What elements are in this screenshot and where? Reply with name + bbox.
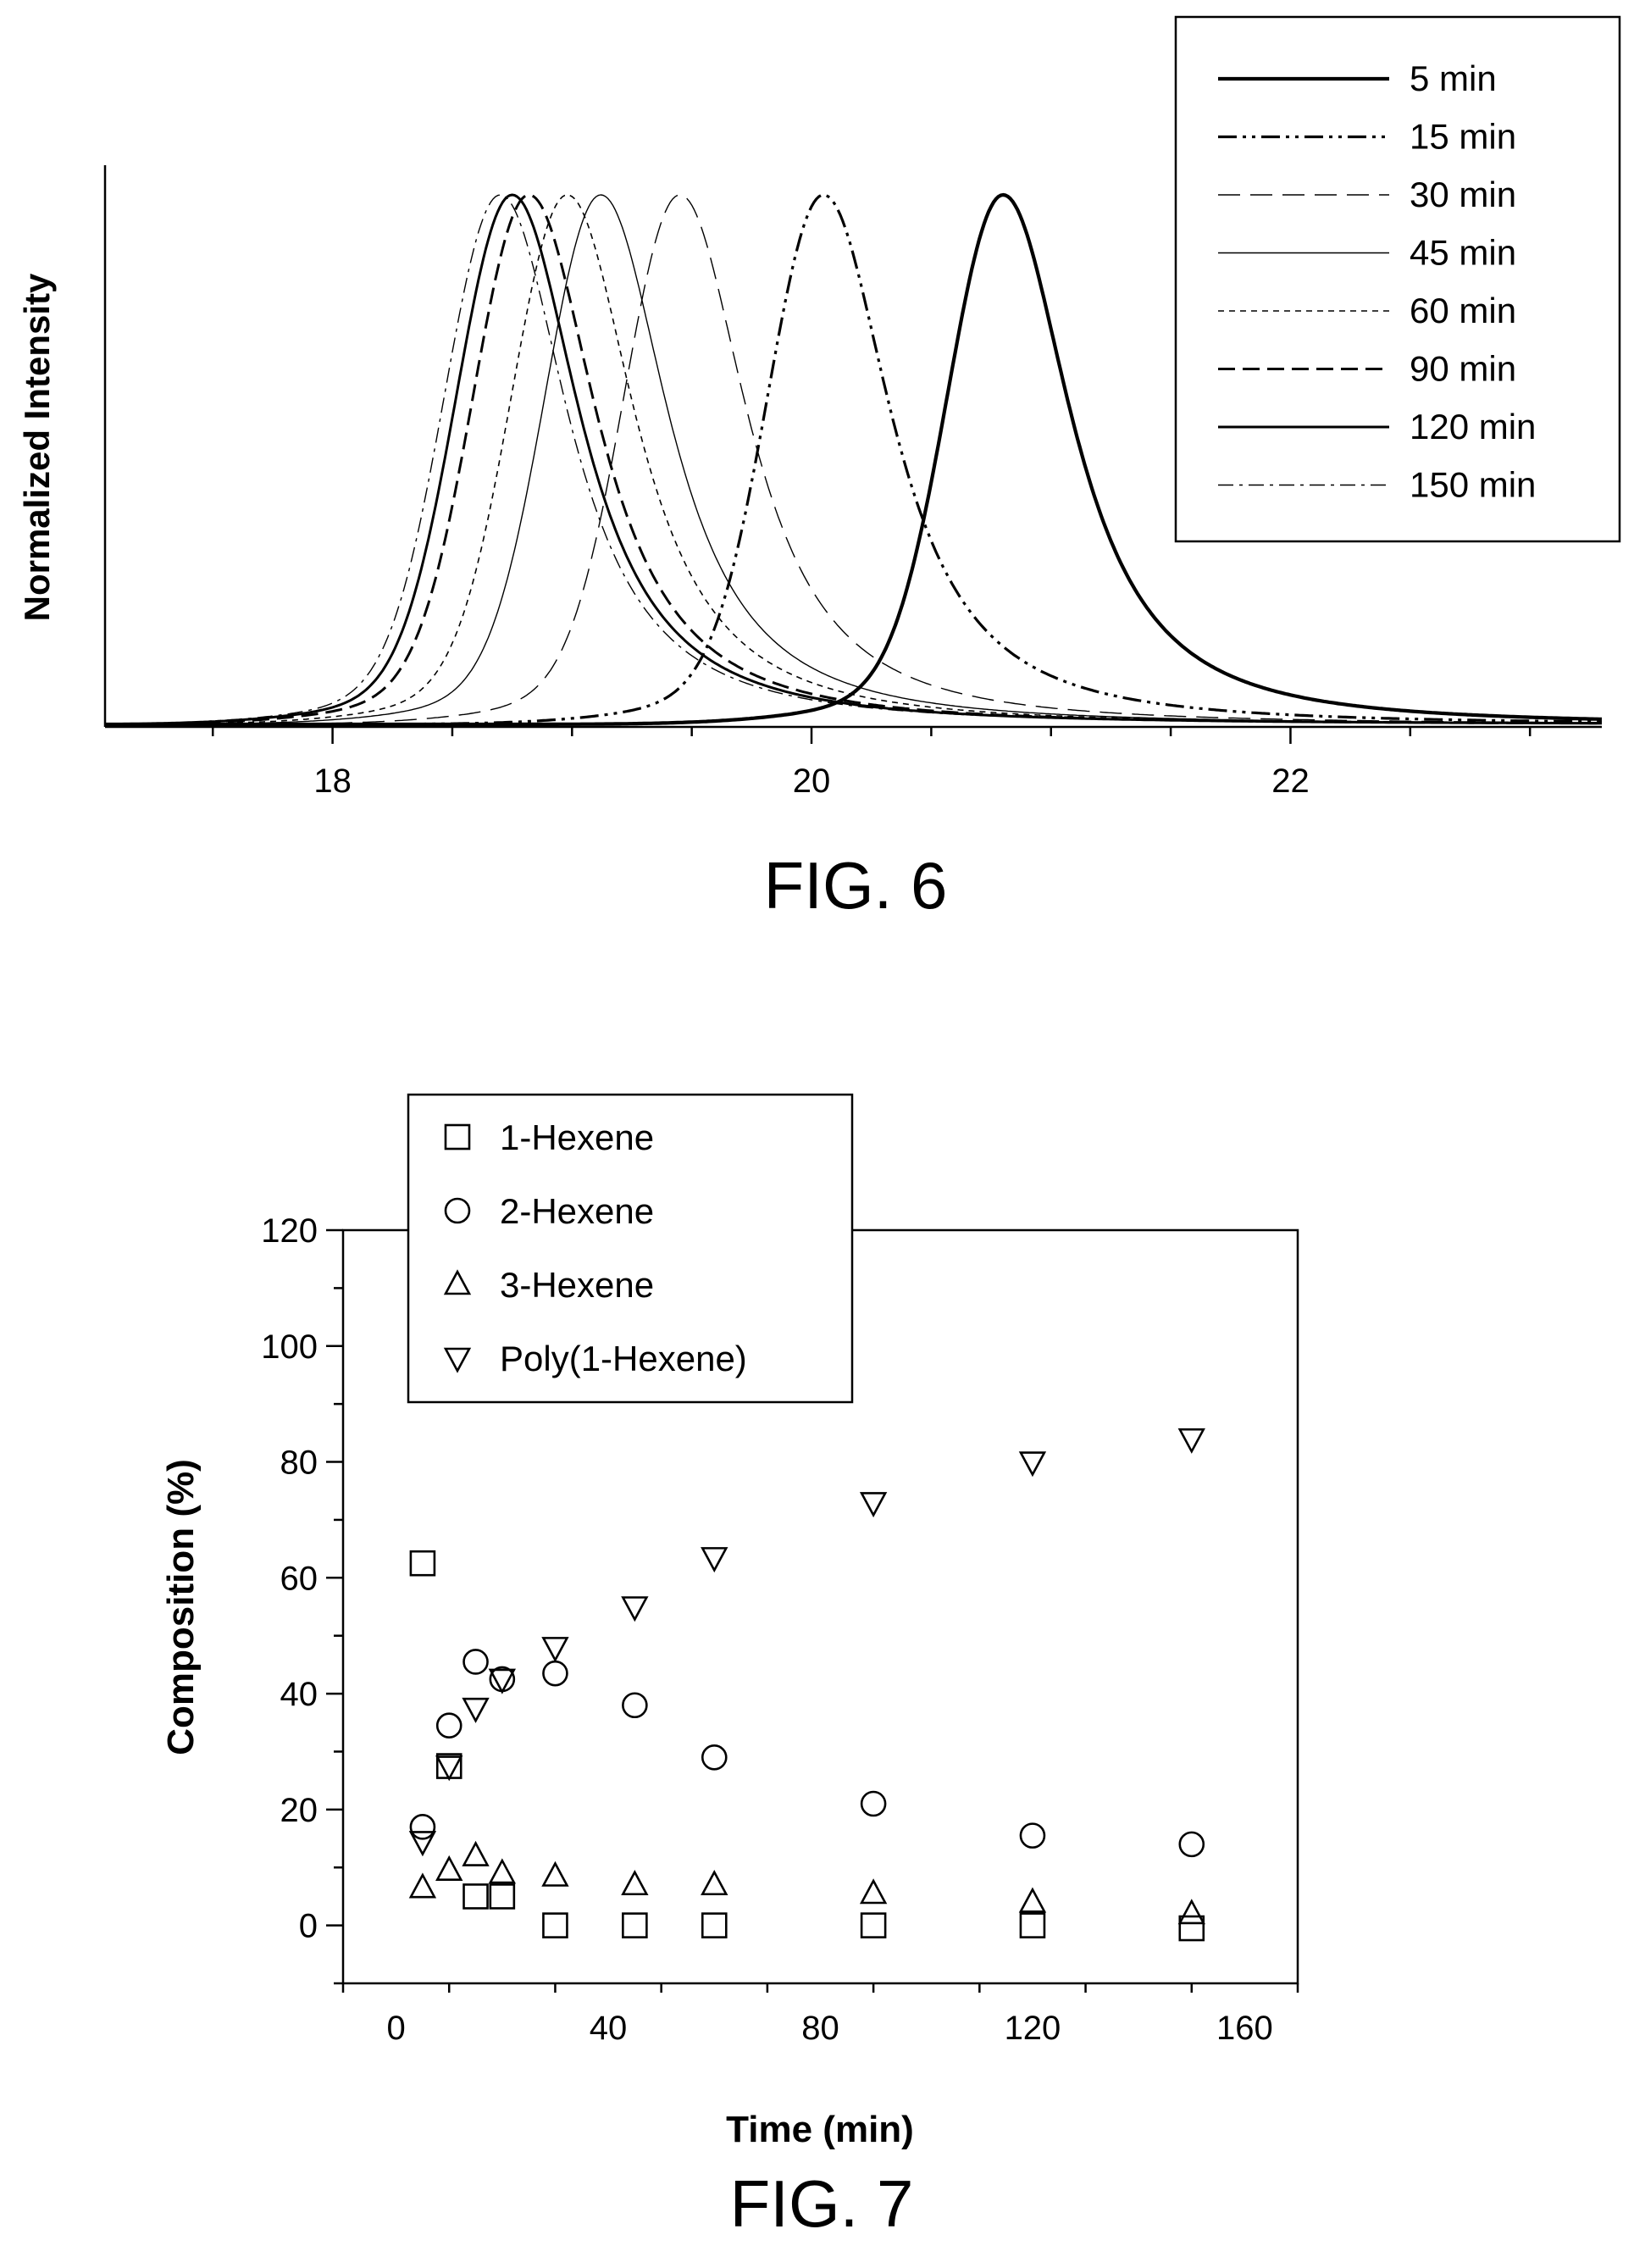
- fig7-point-poly-1-hexene: [621, 1596, 649, 1622]
- fig7-point-1-hexene: [1019, 1912, 1046, 1938]
- fig7-x-tick-label: 0: [386, 2010, 405, 2047]
- fig7-y-tick-label: 20: [280, 1792, 318, 1829]
- fig7-x-tick-label: 80: [801, 2010, 839, 2047]
- fig6-x-tick-label: 22: [1271, 762, 1310, 800]
- fig7-x-tick-label: 40: [590, 2010, 628, 2047]
- fig7-legend-marker-1-hexene: [444, 1123, 471, 1151]
- fig7-legend-label-1-hexene: 1-Hexene: [500, 1117, 654, 1157]
- fig6-curve-150-min: [105, 194, 1602, 725]
- fig7-x-tick-label: 120: [1005, 2010, 1061, 2047]
- fig7-point-1-hexene: [1178, 1915, 1205, 1942]
- fig7-point-1-hexene: [463, 1883, 489, 1910]
- fig7-point-2-hexene: [1019, 1822, 1046, 1849]
- fig6-legend-label-45-min: 45 min: [1410, 233, 1516, 273]
- fig7-x-tick-label: 160: [1216, 2010, 1273, 2047]
- fig7-legend-label-2-hexene: 2-Hexene: [500, 1191, 654, 1231]
- fig7-point-poly-1-hexene: [1018, 1451, 1047, 1478]
- fig7-y-tick-label: 40: [280, 1676, 318, 1713]
- fig7-chart: 0 20 40 60 80 100 120 0 40 80 120 160 Composition (…: [160, 1093, 1299, 2150]
- fig6-legend-box: [1174, 15, 1621, 543]
- fig7-point-3-hexene: [1177, 1899, 1205, 1925]
- fig7-point-3-hexene: [621, 1870, 649, 1896]
- fig7-point-2-hexene: [435, 1712, 463, 1738]
- fig7-point-1-hexene: [860, 1912, 887, 1938]
- fig7-points: [408, 1428, 1205, 1942]
- fig6-legend: 5 min 15 min 30 min 45 min 60 min 90 min 120 m…: [1218, 58, 1536, 505]
- fig6-legend-label-90-min: 90 min: [1410, 349, 1516, 389]
- fig6-legend-label-30-min: 30 min: [1410, 175, 1516, 214]
- fig7-ticks: 0 20 40 60 80 100 120 0 40 80 120 160: [261, 1212, 1299, 2047]
- fig7-legend-marker-poly-1-hexene: [443, 1347, 472, 1373]
- fig7-y-tick-label: 0: [299, 1908, 318, 1945]
- fig7-point-1-hexene: [701, 1912, 728, 1938]
- fig7-point-3-hexene: [462, 1840, 490, 1866]
- fig7-legend-marker-2-hexene: [444, 1197, 471, 1224]
- fig7-legend: 1-Hexene 2-Hexene 3-Hexene Poly(1-Hexene): [443, 1117, 747, 1378]
- fig7-point-1-hexene: [489, 1883, 516, 1910]
- fig7-point-2-hexene: [622, 1692, 648, 1719]
- fig7-point-2-hexene: [542, 1660, 568, 1687]
- fig6-legend-label-60-min: 60 min: [1410, 291, 1516, 330]
- fig7-point-poly-1-hexene: [488, 1668, 517, 1694]
- fig7-point-3-hexene: [408, 1872, 437, 1899]
- fig7-y-tick-label: 120: [261, 1212, 318, 1250]
- fig7-y-tick-label: 80: [280, 1445, 318, 1482]
- fig7-point-3-hexene: [1018, 1887, 1047, 1913]
- fig7-y-axis-label: Composition (%): [160, 1459, 202, 1755]
- fig6-x-tick-label: 18: [313, 762, 352, 800]
- fig7-point-3-hexene: [541, 1860, 569, 1887]
- fig6-curve-90-min: [104, 193, 1602, 726]
- fig6-legend-label-150-min: 150 min: [1410, 465, 1536, 505]
- fig7-point-1-hexene: [542, 1912, 568, 1938]
- fig7-legend-label-3-hexene: 3-Hexene: [500, 1265, 654, 1305]
- fig7-point-1-hexene: [622, 1912, 648, 1938]
- fig7-caption: FIG. 7: [730, 2166, 914, 2241]
- fig7-legend-marker-3-hexene: [443, 1269, 472, 1295]
- fig7-y-tick-label: 60: [280, 1560, 318, 1597]
- fig7-point-2-hexene: [701, 1744, 728, 1771]
- fig7-point-3-hexene: [701, 1870, 728, 1896]
- fig7-point-poly-1-hexene: [541, 1637, 569, 1663]
- fig7-point-3-hexene: [435, 1855, 463, 1881]
- fig7-legend-label-poly-1-hexene: Poly(1-Hexene): [500, 1339, 747, 1378]
- fig7-point-poly-1-hexene: [462, 1697, 490, 1723]
- fig6-legend-label-15-min: 15 min: [1410, 117, 1516, 157]
- fig7-x-axis-label: Time (min): [726, 2109, 914, 2150]
- fig6-x-tick-label: 20: [793, 762, 831, 800]
- fig7-point-2-hexene: [409, 1814, 436, 1840]
- fig7-point-2-hexene: [860, 1790, 887, 1817]
- fig6-curve-5-min: [105, 192, 1603, 727]
- fig7-point-poly-1-hexene: [408, 1831, 437, 1857]
- fig6-chart: 18 20 22 Normalized Intensity 5 min 15 min 3…: [17, 15, 1621, 800]
- fig6-legend-label-5-min: 5 min: [1410, 58, 1497, 98]
- fig6-curve-60-min: [105, 194, 1602, 725]
- fig7-point-2-hexene: [1178, 1831, 1205, 1858]
- fig7-point-3-hexene: [859, 1878, 888, 1905]
- fig6-x-ticks: 18 20 22: [211, 727, 1532, 800]
- fig7-point-poly-1-hexene: [1177, 1428, 1205, 1454]
- fig7-point-1-hexene: [409, 1550, 436, 1577]
- fig6-y-axis-label: Normalized Intensity: [17, 273, 57, 621]
- fig6-caption: FIG. 6: [764, 848, 948, 923]
- fig7-legend-box: [407, 1093, 854, 1404]
- fig7-point-poly-1-hexene: [859, 1492, 888, 1518]
- fig7-point-poly-1-hexene: [701, 1547, 728, 1573]
- fig7-point-3-hexene: [488, 1858, 517, 1884]
- fig6-curves: [104, 192, 1603, 727]
- fig6-curve-15-min: [105, 193, 1602, 726]
- fig7-point-poly-1-hexene: [435, 1755, 463, 1782]
- fig7-y-tick-label: 100: [261, 1328, 318, 1366]
- fig7-point-2-hexene: [463, 1649, 489, 1675]
- fig6-legend-label-120-min: 120 min: [1410, 407, 1536, 446]
